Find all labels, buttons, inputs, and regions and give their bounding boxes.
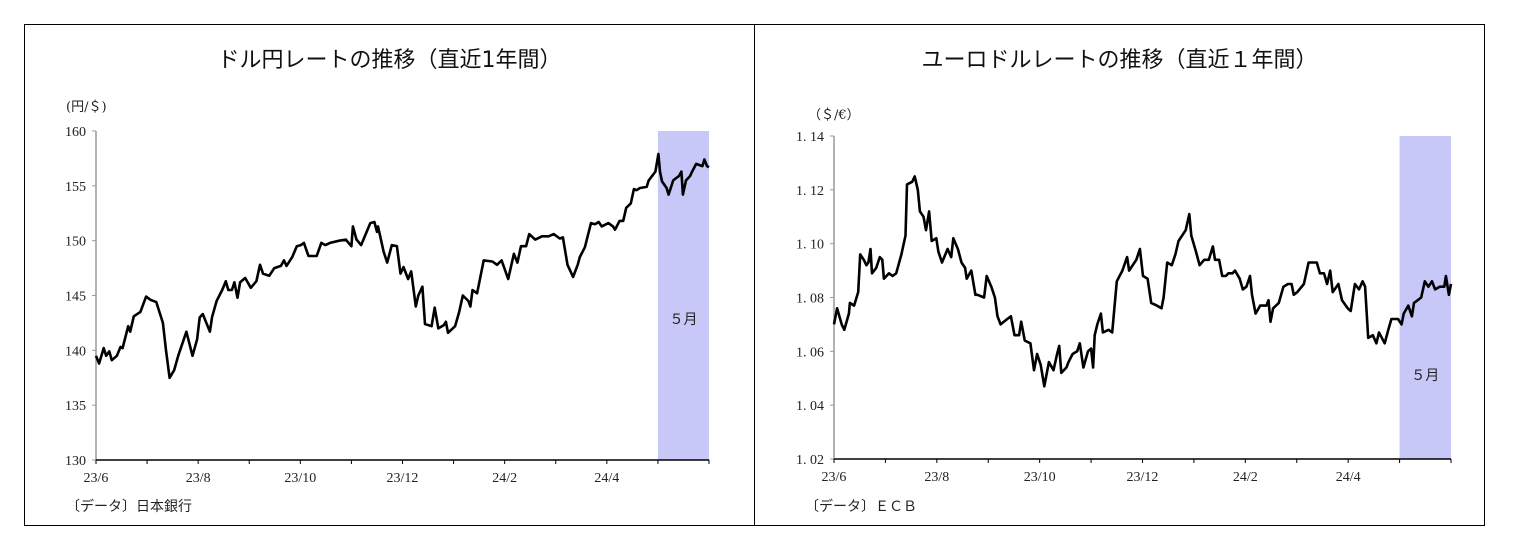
eurusd-series-line xyxy=(832,175,1453,388)
eurusd-highlight-label: ５月 xyxy=(1411,368,1439,384)
usdjpy-y-tick-label: 160 xyxy=(65,125,86,140)
eurusd-y-tick-label: 1. 08 xyxy=(796,292,824,307)
usdjpy-x-tick-label: 23/10 xyxy=(284,471,316,486)
usdjpy-x-tick-label: 23/8 xyxy=(186,471,211,486)
eurusd-may-highlight xyxy=(1399,136,1451,459)
eurusd-x-tick-label: 24/2 xyxy=(1233,470,1258,485)
eurusd-y-tick-label: 1. 04 xyxy=(796,399,824,414)
eurusd-x-tick-label: 23/12 xyxy=(1127,470,1159,485)
eurusd-y-tick-label: 1. 02 xyxy=(796,453,824,468)
usdjpy-chart-title: ドル円レートの推移（直近1年間） xyxy=(217,48,562,73)
usdjpy-y-tick-label: 130 xyxy=(65,454,86,469)
usdjpy-source: 〔データ〕日本銀行 xyxy=(66,499,192,515)
usdjpy-series-line xyxy=(94,152,710,380)
eurusd-y-tick-label: 1. 06 xyxy=(796,345,824,360)
eurusd-x-tick-label: 23/10 xyxy=(1024,470,1056,485)
usdjpy-x-tick-label: 24/4 xyxy=(594,471,619,486)
usdjpy-y-tick-label: 155 xyxy=(65,180,86,195)
usdjpy-x-tick-label: 23/6 xyxy=(84,471,109,486)
eurusd-x-tick-label: 23/8 xyxy=(924,470,949,485)
eurusd-panel xyxy=(754,24,1485,526)
usdjpy-y-tick-label: 145 xyxy=(65,290,86,305)
eurusd-x-tick-label: 24/4 xyxy=(1336,470,1361,485)
usdjpy-y-unit: (円/＄) xyxy=(66,100,107,115)
usdjpy-y-tick-label: 150 xyxy=(65,235,86,250)
eurusd-chart-title: ユーロドルレートの推移（直近１年間） xyxy=(921,48,1318,73)
eurusd-y-tick-label: 1. 10 xyxy=(796,238,824,253)
usdjpy-y-tick-label: 135 xyxy=(65,399,86,414)
usdjpy-highlight-label: ５月 xyxy=(669,312,697,328)
eurusd-source: 〔データ〕ＥＣＢ xyxy=(805,499,917,515)
eurusd-y-unit: （＄/€） xyxy=(808,108,860,123)
usdjpy-y-tick-label: 140 xyxy=(65,344,86,359)
eurusd-y-tick-label: 1. 12 xyxy=(796,184,824,199)
eurusd-x-tick-label: 23/6 xyxy=(822,470,847,485)
usdjpy-x-tick-label: 24/2 xyxy=(492,471,517,486)
eurusd-y-tick-label: 1. 14 xyxy=(796,130,824,145)
usdjpy-x-tick-label: 23/12 xyxy=(387,471,419,486)
